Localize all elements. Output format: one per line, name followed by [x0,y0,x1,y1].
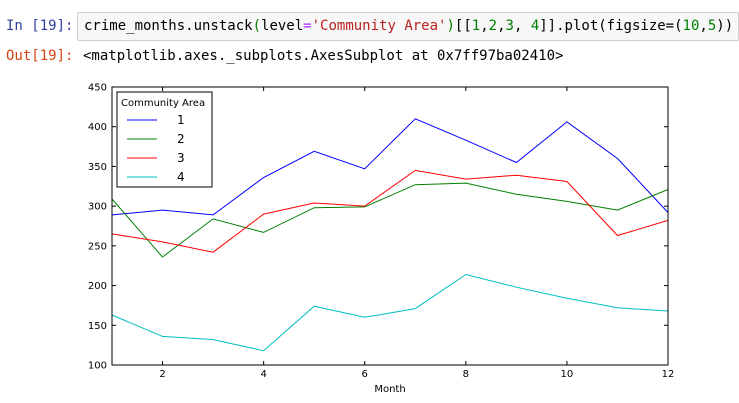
code-token: )) [716,18,734,34]
code-token: 1 [471,18,481,34]
series-line-2 [111,182,669,258]
x-tick-label: 4 [260,369,266,380]
plot-frame [111,86,669,366]
code-token: ) [446,18,455,34]
y-tick-label: 300 [88,202,107,213]
legend-title: Community Area [121,98,205,109]
y-tick-label: 150 [88,321,107,332]
code-token: 4 [530,18,540,34]
code-token: = [303,18,312,34]
output-cell: Out[19]: <matplotlib.axes._subplots.Axes… [0,48,739,68]
y-tick-label: 400 [88,122,107,133]
code-token: level [261,18,304,34]
x-axis-label: Month [374,384,405,395]
code-token: ]].plot(figsize=( [539,18,683,34]
code-token: , [513,18,531,34]
legend-label: 2 [177,132,185,146]
y-tick-label: 450 [88,83,107,94]
legend-label: 3 [177,151,185,165]
code-token: 10 [682,18,700,34]
code-token: 5 [707,18,717,34]
output-text: <matplotlib.axes._subplots.AxesSubplot a… [83,48,564,64]
x-tick-label: 10 [561,369,574,380]
code-token: crime_months.unstack [84,18,253,34]
legend-label: 1 [177,113,185,127]
input-prompt: In [19]: [6,18,74,34]
code-token: , [497,18,506,34]
y-tick-label: 350 [88,162,107,173]
code-token: 2 [488,18,498,34]
x-tick-label: 6 [362,369,368,380]
y-tick-label: 200 [88,281,107,292]
y-tick-label: 250 [88,241,107,252]
x-tick-label: 12 [662,369,675,380]
code-token: ( [252,18,262,34]
output-prompt: Out[19]: [6,48,74,64]
series-line-3 [111,169,669,253]
code-token: , [699,18,708,34]
code-token: 3 [505,18,514,34]
series-line-1 [111,118,669,216]
code-line[interactable]: crime_months.unstack(level='Community Ar… [84,18,733,34]
x-tick-label: 2 [159,369,165,380]
code-token: 'Community Area' [311,18,447,34]
code-token: [[ [454,18,472,34]
x-tick-label: 8 [463,369,469,380]
code-token: , [480,18,489,34]
series-line-4 [111,273,669,352]
legend-label: 4 [177,170,185,184]
input-cell: In [19]: crime_months.unstack(level='Com… [0,12,739,42]
y-tick-label: 100 [88,361,107,372]
code-editor[interactable]: crime_months.unstack(level='Community Ar… [77,12,739,41]
